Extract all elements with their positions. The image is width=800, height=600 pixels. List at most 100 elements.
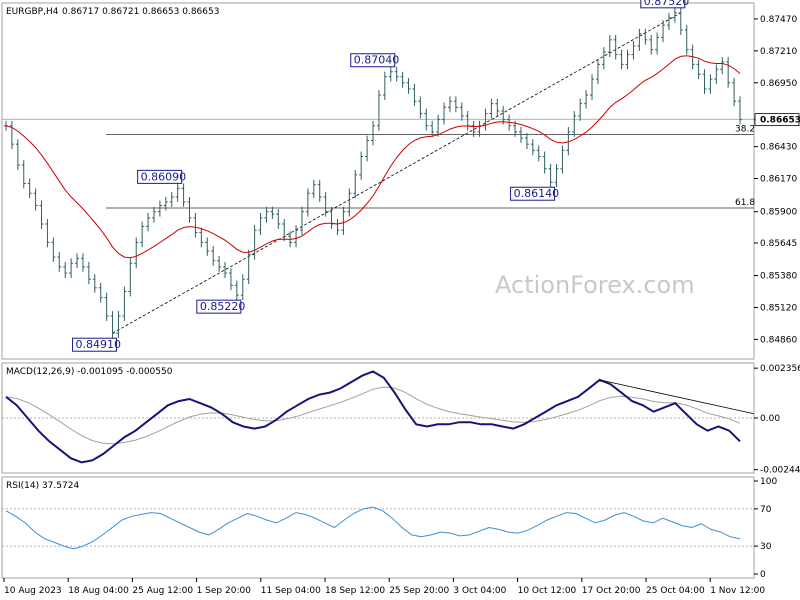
candle bbox=[134, 237, 139, 269]
x-tick-label: 18 Sep 12:00 bbox=[325, 586, 385, 596]
candle bbox=[714, 64, 719, 85]
rsi-tick-label: 100 bbox=[760, 477, 777, 487]
x-tick-label: 18 Aug 04:00 bbox=[68, 586, 129, 596]
candle bbox=[181, 183, 186, 207]
candle bbox=[696, 59, 701, 80]
candle bbox=[400, 71, 405, 88]
candle bbox=[92, 274, 97, 293]
candle bbox=[666, 12, 671, 31]
rsi-line bbox=[5, 506, 741, 550]
candle bbox=[661, 20, 666, 43]
candle bbox=[199, 227, 204, 248]
candle bbox=[294, 225, 299, 248]
candle bbox=[412, 84, 417, 107]
candle bbox=[418, 96, 423, 119]
candle bbox=[128, 258, 133, 297]
candle bbox=[637, 28, 642, 51]
candle bbox=[282, 219, 287, 242]
rsi-title: RSI(14) 37.5724 bbox=[6, 481, 79, 491]
candle bbox=[430, 120, 435, 137]
price-annotation-box bbox=[350, 53, 396, 68]
price-layer: 38.2 61.8 0.84910 0.86090 0.85220 0.87040 0.86… bbox=[2, 0, 755, 352]
macd-tick-label: -0.002442 bbox=[760, 466, 800, 476]
candle bbox=[311, 179, 316, 199]
candle bbox=[341, 206, 346, 236]
candle bbox=[436, 114, 441, 137]
candle bbox=[104, 292, 109, 321]
price-panel bbox=[1, 2, 755, 360]
macd-tick-label: 0.002356 bbox=[760, 364, 800, 374]
candle bbox=[175, 183, 180, 202]
candle bbox=[495, 98, 500, 116]
candle bbox=[732, 77, 737, 107]
candle bbox=[305, 188, 310, 217]
rsi-panel bbox=[1, 476, 755, 579]
candle bbox=[584, 90, 589, 109]
candle bbox=[726, 57, 731, 88]
candle bbox=[15, 139, 20, 170]
candle bbox=[702, 69, 707, 94]
x-tick-label: 10 Aug 2023 bbox=[4, 586, 62, 596]
candle bbox=[80, 253, 85, 272]
candle bbox=[738, 96, 742, 125]
candle bbox=[388, 66, 393, 82]
candle bbox=[542, 151, 547, 174]
chart-ohlc: 0.86717 0.86721 0.86653 0.86653 bbox=[62, 7, 219, 17]
candle bbox=[246, 249, 251, 285]
candle bbox=[365, 135, 370, 162]
candle bbox=[406, 77, 411, 94]
candle bbox=[459, 102, 464, 121]
level-label: 38.2 bbox=[735, 124, 755, 134]
candle bbox=[163, 196, 168, 211]
price-tick-label: 0.87470 bbox=[760, 15, 797, 25]
price-annotation-label: 0.84910 bbox=[76, 338, 122, 351]
candle bbox=[524, 133, 529, 150]
macd-layer bbox=[2, 370, 755, 464]
candle bbox=[75, 253, 80, 269]
rsi-tick-label: 30 bbox=[760, 542, 772, 552]
candle bbox=[619, 49, 624, 70]
candle bbox=[51, 237, 56, 263]
rsi-tick-label: 0 bbox=[760, 570, 766, 580]
macd-tick-label: 0.00 bbox=[760, 414, 780, 424]
price-tick-label: 0.85900 bbox=[760, 208, 797, 218]
candle bbox=[299, 206, 304, 236]
price-annotation-box bbox=[510, 186, 556, 201]
price-annotation-label: 0.87040 bbox=[354, 54, 400, 67]
candle bbox=[86, 262, 91, 285]
candle bbox=[607, 34, 612, 58]
candle bbox=[684, 25, 689, 55]
candle bbox=[536, 145, 541, 162]
price-annotation-label: 0.85220 bbox=[200, 300, 246, 313]
candle bbox=[578, 98, 583, 121]
candle bbox=[258, 212, 263, 236]
candle bbox=[57, 252, 62, 272]
candle bbox=[252, 225, 257, 260]
candle bbox=[264, 206, 269, 223]
rsi-tick-label: 70 bbox=[760, 505, 772, 515]
candle bbox=[613, 34, 618, 60]
candle bbox=[424, 108, 429, 131]
candle bbox=[643, 28, 648, 45]
candle bbox=[453, 96, 458, 113]
price-tick-label: 0.85380 bbox=[760, 272, 797, 282]
x-tick-label: 11 Sep 04:00 bbox=[261, 586, 321, 596]
candle bbox=[240, 274, 245, 301]
price-tick-label: 0.86430 bbox=[760, 143, 797, 153]
candle bbox=[649, 34, 654, 55]
candle bbox=[447, 96, 452, 113]
candle bbox=[442, 102, 447, 125]
candle bbox=[672, 7, 677, 23]
axis-layer: 0.87470 0.87210 0.86950 0.86653 0.86430 0.861… bbox=[3, 15, 800, 596]
candle bbox=[228, 268, 233, 291]
candle bbox=[234, 280, 239, 301]
x-tick-label: 25 Aug 12:00 bbox=[132, 586, 193, 596]
candle bbox=[655, 32, 660, 55]
candle bbox=[353, 169, 358, 199]
candle bbox=[63, 262, 68, 278]
candle bbox=[595, 59, 600, 85]
candle bbox=[205, 237, 210, 256]
candle bbox=[157, 200, 162, 217]
x-tick-label: 25 Sep 20:00 bbox=[389, 586, 449, 596]
